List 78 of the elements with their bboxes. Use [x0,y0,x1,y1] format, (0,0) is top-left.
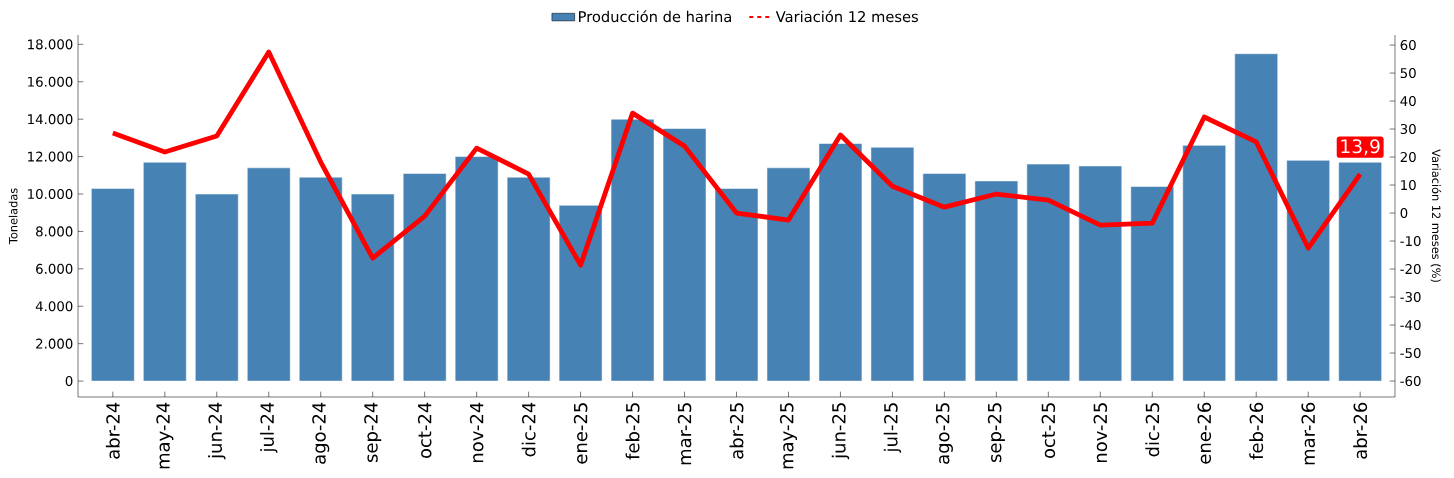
bar [1234,53,1278,382]
bar [610,118,655,382]
x-tick-label: jul-24 [260,402,278,453]
y2-tick-label: -30 [1400,291,1421,303]
bar [766,167,811,382]
x-tick-label: nov-25 [1093,403,1108,463]
x-tick-label: dic-25 [1145,403,1160,457]
bar [558,204,603,382]
bar [195,193,239,382]
bar [1182,145,1227,382]
x-tick-label: oct-24 [417,402,432,459]
x-tick-label: oct-25 [1041,403,1056,459]
y-tick-label: 14.000 [28,114,73,125]
y2-tick-label: 10 [1401,179,1416,191]
bar [1338,161,1382,382]
x-tick-label: mar-25 [677,403,692,465]
bar [1286,160,1330,382]
x-tick-label: mar-26 [1301,402,1315,465]
bar [974,180,1019,382]
y2-axis-title: Variación 12 meses (%) [1430,149,1442,282]
x-tick-label: sep-25 [987,403,1005,462]
y-tick-label: 8.000 [36,226,73,237]
y-tick-label: 4.000 [35,301,73,312]
y-tick-label: 0 [65,376,73,387]
y2-tick-label: 20 [1400,152,1416,163]
bar [246,167,291,382]
y2-tick-label: 40 [1400,96,1416,107]
x-tick-label: ago-24 [312,402,330,464]
bar [143,161,187,382]
x-tick-label: abr-25 [729,403,744,459]
x-tick-label: jun-24 [208,402,226,460]
y2-tick-label: 0 [1400,207,1408,219]
bar [1078,165,1123,382]
y-tick-label: 6.000 [36,263,73,274]
y-tick-label: 2.000 [36,338,73,349]
y2-tick-label: -20 [1400,263,1421,275]
bar [1130,186,1175,382]
x-tick-label: ene-25 [573,403,588,464]
y2-tick-label: 50 [1400,68,1416,79]
x-tick-label: ago-25 [935,403,953,464]
bar [506,176,551,382]
x-tick-label: abr-26 [1353,402,1368,459]
x-tick-label: abr-24 [105,402,120,459]
x-tick-label: feb-26 [1249,402,1264,460]
x-tick-label: feb-25 [625,403,640,460]
y-tick-label: 18.000 [28,39,73,50]
bar [714,188,759,382]
y-tick-label: 12.000 [28,151,73,162]
legend-label: Variación 12 meses [775,10,918,23]
bar [402,173,447,382]
bar [818,143,863,382]
legend-label: Producción de harina [579,10,731,23]
y-axis-title: Toneladas [8,188,18,245]
bar [662,128,707,382]
bar [350,193,395,382]
bar [298,176,343,382]
data-label: 13,9 [1341,139,1380,156]
x-tick-label: sep-24 [364,402,382,462]
bar [1026,163,1071,382]
y2-tick-label: -10 [1400,235,1421,247]
x-tick-label: may-24 [156,402,174,469]
bar [870,146,915,382]
bar [454,156,499,382]
y-tick-label: 10.000 [28,188,73,200]
y2-tick-label: 60 [1400,40,1416,51]
y2-tick-label: -60 [1400,375,1421,387]
bar [91,188,135,382]
y2-tick-label: -40 [1400,319,1421,331]
y2-tick-label: -50 [1400,347,1421,359]
bar [922,173,967,382]
y-tick-label: 16.000 [28,76,73,87]
x-tick-label: nov-24 [469,402,484,463]
x-tick-label: may-25 [779,403,798,469]
y2-tick-label: 30 [1400,124,1416,135]
x-tick-label: ene-26 [1197,402,1212,464]
x-tick-label: jun-25 [831,403,850,460]
x-tick-label: dic-24 [521,402,536,457]
x-tick-label: jul-25 [883,403,902,453]
